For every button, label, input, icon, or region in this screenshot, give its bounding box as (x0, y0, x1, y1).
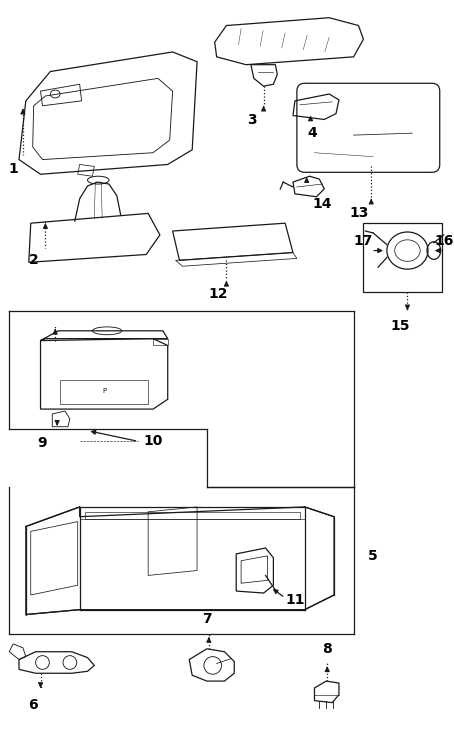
Text: 14: 14 (312, 196, 332, 211)
Text: 15: 15 (391, 319, 410, 333)
Text: 13: 13 (350, 207, 369, 220)
Text: 7: 7 (202, 612, 212, 626)
Text: 2: 2 (29, 254, 39, 268)
Text: 16: 16 (434, 234, 454, 248)
Text: 12: 12 (209, 287, 228, 301)
Text: 17: 17 (354, 234, 373, 248)
Text: 1: 1 (8, 162, 18, 176)
Text: 3: 3 (247, 113, 257, 127)
Text: 10: 10 (143, 434, 163, 448)
Text: 5: 5 (368, 549, 378, 563)
Text: 8: 8 (322, 642, 332, 656)
Text: 11: 11 (285, 593, 305, 607)
Text: 4: 4 (308, 126, 317, 140)
Text: 6: 6 (28, 698, 38, 711)
Text: P: P (102, 389, 106, 395)
Text: 9: 9 (38, 437, 47, 451)
